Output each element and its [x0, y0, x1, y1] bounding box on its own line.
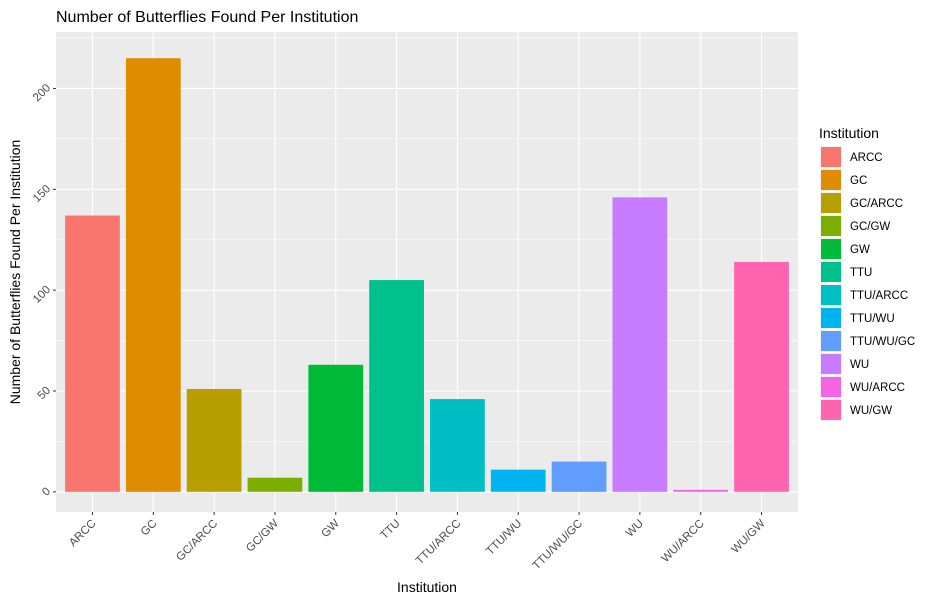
legend-swatch [821, 377, 841, 397]
x-axis-title: Institution [397, 579, 457, 595]
x-tick-label: WU [624, 518, 646, 540]
legend-swatch [821, 216, 841, 236]
legend-label: GC/GW [850, 221, 890, 233]
bar [673, 489, 729, 492]
x-tick-label: GW [319, 518, 342, 541]
bar [65, 215, 120, 492]
y-tick-label: 50 [36, 385, 54, 403]
y-tick-label: 100 [31, 284, 53, 306]
bar [308, 364, 364, 492]
legend-swatch [821, 147, 841, 167]
bar [369, 280, 424, 492]
bar [430, 399, 485, 492]
legend-label: TTU/WU/GC [850, 336, 915, 348]
legend-swatch [821, 331, 841, 351]
legend-swatch [821, 285, 841, 305]
legend-label: GC [850, 175, 867, 187]
legend-label: TTU/ARCC [850, 290, 908, 302]
x-tick-label: GC/GW [244, 518, 281, 555]
bar [551, 461, 607, 492]
legend-label: GC/ARCC [850, 198, 903, 210]
legend-swatch [821, 308, 841, 328]
x-axis: ARCC GC GC/ARCC GC/GW GW TTU TTU/ARCC TTU/WU TTU… [67, 512, 768, 572]
legend-label: WU [850, 359, 869, 371]
x-tick-label: TTU [378, 518, 402, 542]
x-tick-label: TTU/WU/GC [531, 518, 586, 573]
y-axis-title: Number of Butterflies Found Per Institut… [7, 140, 23, 405]
bar [247, 477, 303, 492]
x-tick-label: WU/GW [729, 518, 767, 556]
x-tick-label: TTU/ARCC [414, 518, 464, 568]
bar [612, 197, 668, 492]
y-tick-label: 150 [31, 183, 53, 205]
legend-swatch [821, 239, 841, 259]
bars [65, 58, 789, 492]
legend-title: Institution [819, 125, 879, 141]
chart-title: Number of Butterflies Found Per Institut… [56, 9, 358, 26]
legend-items: ARCC GC GC/ARCC GC/GW GW TTU TTU/ARCC TTU/WU TTU… [820, 146, 915, 421]
legend-swatch [821, 262, 841, 282]
legend-label: TTU [850, 267, 872, 279]
legend-swatch [821, 170, 841, 190]
legend-swatch [821, 193, 841, 213]
legend-swatch [821, 354, 841, 374]
legend-label: WU/ARCC [850, 382, 905, 394]
bar [125, 58, 181, 492]
bar [734, 261, 789, 492]
legend: Institution ARCC GC GC/ARCC GC/GW GW TTU TTU/A… [819, 125, 915, 421]
y-axis: 0 50 100 150 200 [31, 82, 56, 498]
bar [490, 469, 546, 492]
legend-swatch [821, 400, 841, 420]
x-tick-label: GC [139, 518, 160, 539]
x-tick-label: ARCC [67, 518, 99, 550]
legend-label: TTU/WU [850, 313, 895, 325]
x-tick-label: GC/ARCC [174, 518, 220, 564]
y-tick-label: 200 [31, 82, 53, 104]
x-tick-label: WU/ARCC [659, 518, 706, 565]
legend-label: GW [850, 244, 870, 256]
bar [186, 388, 242, 492]
legend-label: ARCC [850, 152, 883, 164]
y-tick-label: 0 [40, 485, 53, 498]
legend-label: WU/GW [850, 405, 892, 417]
x-tick-label: TTU/WU [484, 518, 524, 558]
